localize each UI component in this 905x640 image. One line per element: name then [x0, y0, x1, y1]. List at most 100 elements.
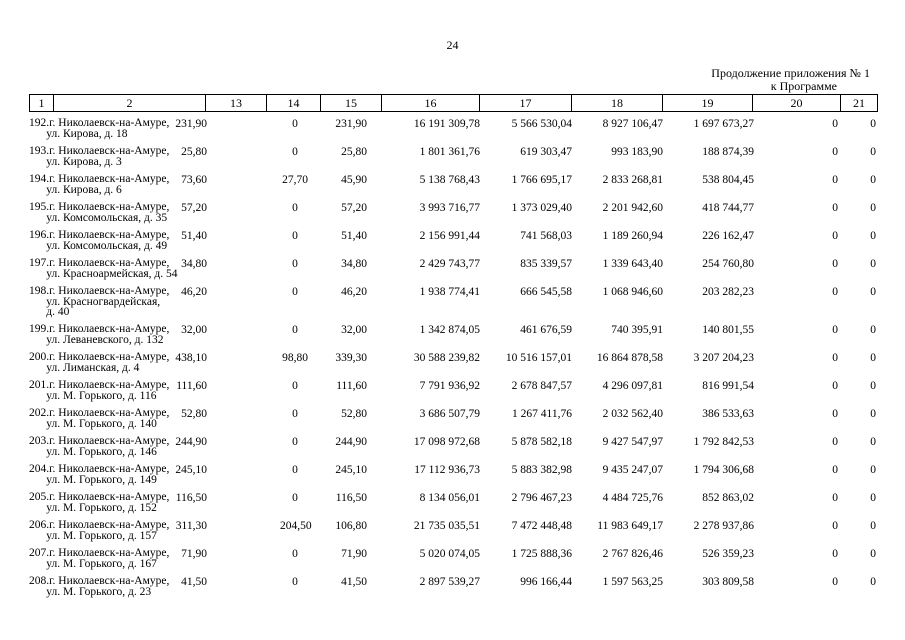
- cell-col-14: 0: [292, 492, 298, 504]
- cell-col-16: 8 134 056,01: [419, 492, 480, 504]
- cell-col-21: 0: [870, 436, 876, 448]
- cell-col-15: 45,90: [341, 174, 367, 186]
- cell-col-15: 244,90: [335, 436, 367, 448]
- cell-col-17: 666 545,58: [520, 286, 572, 298]
- address-cell: 194.г. Николаевск-на-Амуре, ул. Кирова, …: [29, 173, 170, 196]
- cell-col-14: 0: [292, 118, 298, 130]
- cell-col-14: 0: [292, 464, 298, 476]
- cell-col-20: 0: [832, 118, 838, 130]
- cell-col-14: 204,50: [280, 520, 312, 532]
- header-col-2: 2: [53, 94, 206, 112]
- cell-col-20: 0: [832, 146, 838, 158]
- cell-col-16: 5 138 768,43: [419, 174, 480, 186]
- address-cell: 201.г. Николаевск-на-Амуре, ул. М. Горьк…: [29, 379, 170, 402]
- cell-col-16: 1 342 874,05: [419, 324, 480, 336]
- table-row: 200.г. Николаевск-на-Амуре, ул. Лиманска…: [29, 351, 877, 380]
- cell-col-18: 16 864 878,58: [596, 352, 663, 364]
- cell-col-15: 52,80: [341, 408, 367, 420]
- cell-col-13: 244,90: [175, 436, 207, 448]
- cell-col-15: 231,90: [335, 118, 367, 130]
- table-row: 206.г. Николаевск-на-Амуре, ул. М. Горьк…: [29, 519, 877, 548]
- cell-col-16: 7 791 936,92: [419, 380, 480, 392]
- cell-col-14: 0: [292, 230, 298, 242]
- cell-col-18: 8 927 106,47: [602, 118, 663, 130]
- header-col-1: 1: [29, 94, 54, 112]
- cell-col-19: 418 744,77: [702, 202, 754, 214]
- cell-col-21: 0: [870, 408, 876, 420]
- address-cell: 199.г. Николаевск-на-Амуре, ул. Леваневс…: [29, 323, 170, 346]
- address-cell: 197.г. Николаевск-на-Амуре, ул. Красноар…: [29, 257, 178, 280]
- cell-col-16: 2 429 743,77: [419, 258, 480, 270]
- cell-col-18: 2 767 826,46: [602, 548, 663, 560]
- address-cell: 207.г. Николаевск-на-Амуре, ул. М. Горьк…: [29, 547, 170, 570]
- cell-col-19: 1 794 306,68: [693, 464, 754, 476]
- cell-col-19: 203 282,23: [702, 286, 754, 298]
- cell-col-20: 0: [832, 492, 838, 504]
- cell-col-20: 0: [832, 174, 838, 186]
- address-cell: 202.г. Николаевск-на-Амуре, ул. М. Горьк…: [29, 407, 170, 430]
- cell-col-16: 17 112 936,73: [414, 464, 480, 476]
- cell-col-17: 5 883 382,98: [511, 464, 572, 476]
- cell-col-17: 835 339,57: [520, 258, 572, 270]
- cell-col-19: 3 207 204,23: [693, 352, 754, 364]
- cell-col-17: 7 472 448,48: [511, 520, 572, 532]
- cell-col-18: 1 339 643,40: [602, 258, 663, 270]
- table-row: 202.г. Николаевск-на-Амуре, ул. М. Горьк…: [29, 407, 877, 436]
- cell-col-15: 46,20: [341, 286, 367, 298]
- cell-col-20: 0: [832, 576, 838, 588]
- cell-col-15: 116,50: [335, 492, 367, 504]
- address-cell: 208.г. Николаевск-на-Амуре, ул. М. Горьк…: [29, 575, 170, 598]
- cell-col-19: 2 278 937,86: [693, 520, 754, 532]
- cell-col-13: 52,80: [181, 408, 207, 420]
- cell-col-13: 111,60: [176, 380, 207, 392]
- cell-col-16: 2 156 991,44: [419, 230, 480, 242]
- cell-col-16: 5 020 074,05: [419, 548, 480, 560]
- header-col-13: 13: [205, 94, 267, 112]
- table-row: 208.г. Николаевск-на-Амуре, ул. М. Горьк…: [29, 575, 877, 604]
- cell-col-21: 0: [870, 576, 876, 588]
- cell-col-19: 386 533,63: [702, 408, 754, 420]
- cell-col-13: 245,10: [175, 464, 207, 476]
- cell-col-18: 9 427 547,97: [602, 436, 663, 448]
- cell-col-19: 188 874,39: [702, 146, 754, 158]
- cell-col-21: 0: [870, 174, 876, 186]
- cell-col-17: 5 566 530,04: [511, 118, 572, 130]
- cell-col-13: 116,50: [175, 492, 207, 504]
- cell-col-17: 2 678 847,57: [511, 380, 572, 392]
- address-cell: 203.г. Николаевск-на-Амуре, ул. М. Горьк…: [29, 435, 170, 458]
- cell-col-20: 0: [832, 436, 838, 448]
- table-row: 193.г. Николаевск-на-Амуре, ул. Кирова, …: [29, 145, 877, 174]
- cell-col-21: 0: [870, 202, 876, 214]
- cell-col-18: 4 484 725,76: [602, 492, 663, 504]
- table-row: 196.г. Николаевск-на-Амуре, ул. Комсомол…: [29, 229, 877, 258]
- cell-col-14: 0: [292, 146, 298, 158]
- table-row: 199.г. Николаевск-на-Амуре, ул. Леваневс…: [29, 323, 877, 352]
- cell-col-15: 111,60: [336, 380, 367, 392]
- cell-col-21: 0: [870, 324, 876, 336]
- table-row: 207.г. Николаевск-на-Амуре, ул. М. Горьк…: [29, 547, 877, 576]
- cell-col-19: 226 162,47: [702, 230, 754, 242]
- cell-col-15: 57,20: [341, 202, 367, 214]
- cell-col-19: 538 804,45: [702, 174, 754, 186]
- appendix-continuation: Продолжение приложения № 1 к Программе: [600, 67, 870, 93]
- cell-col-16: 3 686 507,79: [419, 408, 480, 420]
- cell-col-21: 0: [870, 492, 876, 504]
- cell-col-16: 21 735 035,51: [413, 520, 480, 532]
- cell-col-17: 1 267 411,76: [512, 408, 572, 420]
- cell-col-16: 30 588 239,82: [413, 352, 480, 364]
- cell-col-21: 0: [870, 520, 876, 532]
- cell-col-14: 0: [292, 436, 298, 448]
- address-cell: 193.г. Николаевск-на-Амуре, ул. Кирова, …: [29, 145, 170, 168]
- cell-col-16: 2 897 539,27: [419, 576, 480, 588]
- cell-col-19: 526 359,23: [702, 548, 754, 560]
- cell-col-14: 0: [292, 286, 298, 298]
- cell-col-13: 41,50: [181, 576, 207, 588]
- cell-col-16: 3 993 716,77: [419, 202, 480, 214]
- table-row: 197.г. Николаевск-на-Амуре, ул. Красноар…: [29, 257, 877, 286]
- cell-col-13: 57,20: [181, 202, 207, 214]
- cell-col-20: 0: [832, 548, 838, 560]
- cell-col-20: 0: [832, 520, 838, 532]
- cell-col-20: 0: [832, 324, 838, 336]
- cell-col-16: 1 938 774,41: [419, 286, 480, 298]
- continuation-line-2: к Программе: [770, 79, 837, 93]
